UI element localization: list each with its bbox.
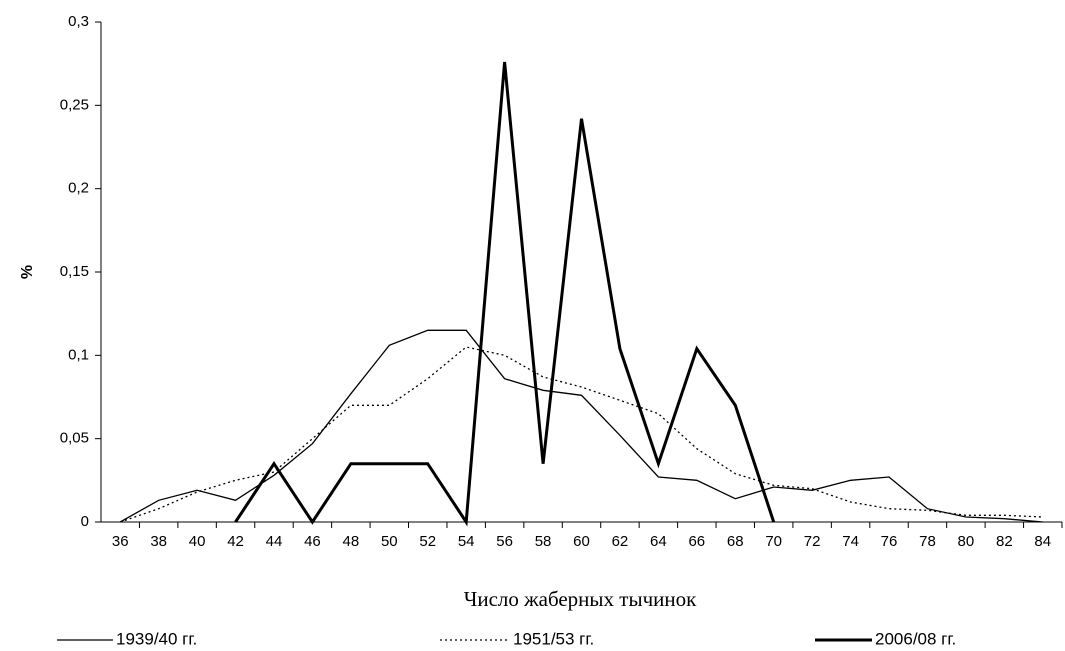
legend-label: 2006/08 гг. [875,629,956,648]
x-tick-label: 82 [996,533,1013,550]
x-tick-label: 44 [266,533,283,550]
x-tick-label: 70 [765,533,782,550]
x-tick-label: 62 [612,533,629,550]
y-axis-label: % [19,265,36,279]
x-tick-label: 78 [919,533,936,550]
x-tick-label: 72 [804,533,821,550]
x-tick-label: 48 [343,533,360,550]
y-tick-label: 0,15 [60,263,89,280]
x-tick-label: 84 [1034,533,1051,550]
y-tick-label: 0,3 [68,13,89,30]
x-tick-label: 38 [150,533,167,550]
x-tick-label: 60 [573,533,590,550]
x-tick-label: 76 [881,533,898,550]
x-tick-label: 56 [496,533,513,550]
series-line [119,346,1043,523]
series-line [234,61,776,527]
x-tick-label: 68 [727,533,744,550]
y-tick-label: 0,25 [60,96,89,113]
x-tick-label: 64 [650,533,667,550]
x-axis-label: Число жаберных тычинок [464,587,697,611]
y-tick-label: 0 [81,513,89,530]
x-tick-label: 36 [112,533,129,550]
legend-label: 1951/53 гг. [513,629,594,648]
x-tick-label: 80 [958,533,975,550]
x-tick-label: 66 [688,533,705,550]
x-tick-label: 50 [381,533,398,550]
x-tick-label: 52 [419,533,436,550]
y-tick-label: 0,1 [68,346,89,363]
x-tick-label: 54 [458,533,475,550]
y-tick-label: 0,2 [68,180,89,197]
x-tick-label: 42 [227,533,244,550]
x-tick-label: 58 [535,533,552,550]
x-tick-label: 46 [304,533,321,550]
legend-label: 1939/40 гг. [116,629,197,648]
x-tick-label: 40 [189,533,206,550]
series-line [119,329,1043,523]
y-tick-label: 0,05 [60,430,89,447]
x-tick-label: 74 [842,533,859,550]
